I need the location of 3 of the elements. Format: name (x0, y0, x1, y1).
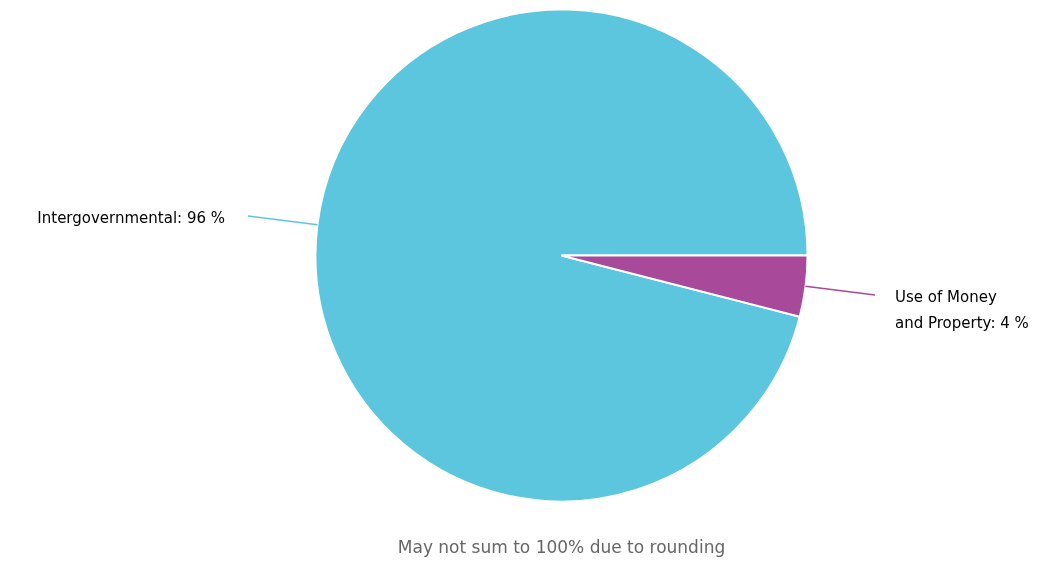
legend-label: Use of Money and Property: 4 % (895, 288, 1029, 333)
slice-label: Intergovernmental: 96 % (37, 208, 225, 227)
text: May not sum to 100% due to rounding (397, 536, 726, 557)
